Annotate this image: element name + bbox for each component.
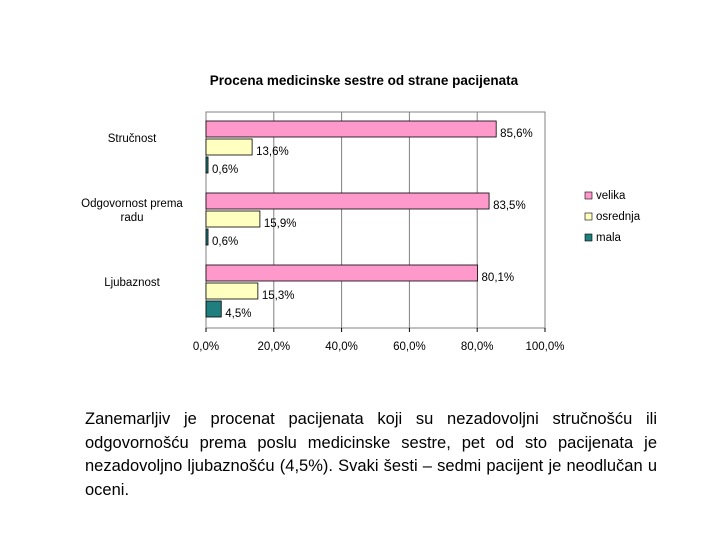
caption-text: Zanemarljiv je procenat pacijenata koji … bbox=[85, 410, 657, 499]
bar-velika-2 bbox=[205, 192, 490, 210]
bar-velika-1 bbox=[205, 120, 497, 138]
category-label: Odgovornost prema bbox=[81, 198, 183, 210]
bar-value-label: 4,5% bbox=[225, 308, 251, 320]
x-tick-label: 40,0% bbox=[325, 341, 358, 353]
legend-swatch-osrednja bbox=[584, 212, 593, 221]
bar-chart: Procena medicinske sestre od strane paci… bbox=[81, 73, 641, 353]
bar-mala-3 bbox=[205, 300, 222, 318]
bar-osrednja-1 bbox=[205, 138, 253, 156]
x-tick-label: 60,0% bbox=[393, 341, 426, 353]
bar-value-label: 83,5% bbox=[493, 200, 526, 212]
bar-value-label: 80,1% bbox=[482, 272, 515, 284]
bar-mala-2 bbox=[205, 228, 209, 246]
x-tick-label: 100,0% bbox=[525, 341, 564, 353]
legend-swatch-velika bbox=[584, 191, 593, 200]
bar-value-label: 0,6% bbox=[212, 236, 238, 248]
legend: velika osrednja mala bbox=[584, 190, 641, 244]
x-tick-label: 80,0% bbox=[461, 341, 494, 353]
legend-label-mala: mala bbox=[596, 232, 622, 244]
x-tick-label: 0,0% bbox=[193, 341, 219, 353]
category-label: Stručnost bbox=[108, 133, 157, 145]
bar-value-label: 15,9% bbox=[264, 218, 297, 230]
category-label: radu bbox=[120, 212, 143, 224]
category-label: Ljubaznost bbox=[104, 277, 160, 289]
bar-value-label: 85,6% bbox=[500, 128, 533, 140]
plot-area: 0,0% 20,0% 40,0% 60,0% 80,0% 100,0% 85,6% 13,6%… bbox=[81, 111, 565, 353]
bar-value-label: 0,6% bbox=[212, 164, 238, 176]
legend-label-osrednja: osrednja bbox=[596, 211, 641, 223]
bar-mala-1 bbox=[205, 156, 209, 174]
bar-value-label: 15,3% bbox=[262, 290, 295, 302]
bar-value-label: 13,6% bbox=[256, 146, 289, 158]
bar-osrednja-3 bbox=[205, 282, 259, 300]
bar-osrednja-2 bbox=[205, 210, 261, 228]
legend-label-velika: velika bbox=[596, 190, 626, 202]
chart-title: Procena medicinske sestre od strane paci… bbox=[210, 73, 519, 88]
x-tick-label: 20,0% bbox=[257, 341, 290, 353]
legend-swatch-mala bbox=[584, 233, 593, 242]
bar-velika-3 bbox=[205, 264, 478, 282]
